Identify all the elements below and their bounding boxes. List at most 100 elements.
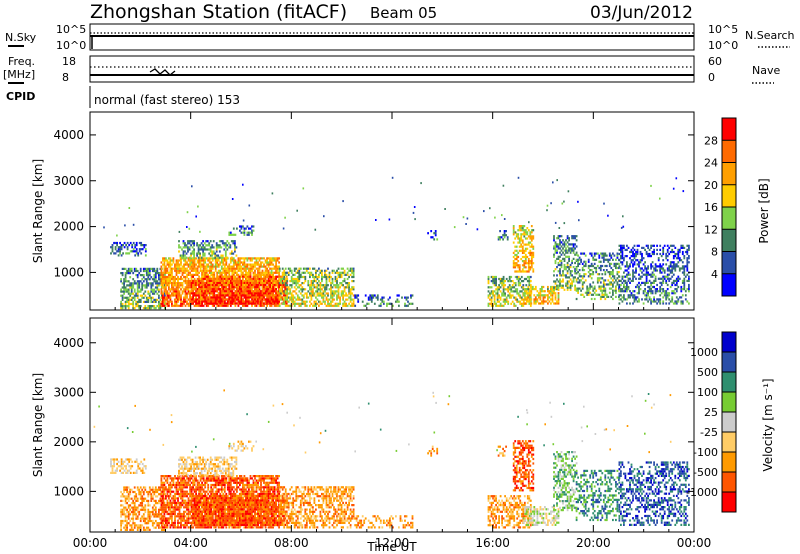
echo-cell bbox=[352, 302, 355, 305]
echo-cell bbox=[120, 272, 122, 275]
echo-cell bbox=[205, 267, 208, 270]
echo-cell bbox=[590, 293, 593, 296]
echo-cell bbox=[231, 279, 234, 282]
echo-cell bbox=[174, 280, 176, 283]
echo-cell bbox=[121, 267, 124, 270]
echo-cell bbox=[572, 243, 575, 246]
echo-cell bbox=[222, 290, 225, 293]
echo-cell bbox=[307, 290, 310, 293]
echo-cell bbox=[260, 261, 262, 264]
echo-cell bbox=[587, 260, 590, 263]
echo-cell bbox=[169, 280, 172, 283]
echo-cell bbox=[284, 296, 287, 299]
echo-cell bbox=[199, 279, 202, 282]
echo-cell bbox=[273, 283, 276, 287]
echo-cell bbox=[293, 277, 296, 281]
echo-cell bbox=[214, 298, 217, 301]
echo-cell bbox=[123, 305, 125, 308]
echo-cell bbox=[224, 242, 227, 245]
echo-cell bbox=[135, 300, 138, 303]
echo-cell bbox=[165, 259, 167, 262]
echo-cell bbox=[659, 267, 662, 270]
echo-cell bbox=[626, 273, 628, 276]
echo-cell bbox=[257, 271, 259, 274]
echo-cell bbox=[577, 254, 579, 257]
echo-cell bbox=[668, 269, 671, 272]
echo-cell bbox=[222, 271, 225, 274]
echo-cell bbox=[183, 265, 185, 268]
echo-cell bbox=[665, 296, 668, 299]
echo-cell bbox=[148, 272, 151, 275]
echo-cell bbox=[248, 283, 250, 287]
echo-cell bbox=[505, 298, 508, 301]
echo-cell bbox=[677, 250, 680, 254]
echo-cell bbox=[319, 269, 322, 272]
echo-cell bbox=[254, 300, 256, 303]
echo-cell bbox=[177, 292, 179, 295]
echo-cell bbox=[267, 288, 270, 291]
echo-cell bbox=[219, 281, 222, 284]
echo-cell bbox=[584, 273, 587, 276]
echo-cell bbox=[172, 275, 175, 279]
echo-cell bbox=[304, 277, 307, 281]
echo-cell bbox=[195, 279, 197, 282]
echo-cell bbox=[511, 286, 514, 289]
echo-cell bbox=[228, 292, 231, 295]
echo-cell bbox=[309, 300, 311, 303]
echo-cell bbox=[192, 298, 194, 301]
echo-cell bbox=[602, 254, 605, 257]
echo-cell bbox=[516, 288, 519, 291]
echo-cell bbox=[168, 265, 170, 268]
echo-cell bbox=[196, 273, 199, 276]
echo-cell bbox=[205, 304, 208, 307]
echo-cell bbox=[688, 248, 690, 251]
echo-cell bbox=[615, 295, 617, 298]
echo-cell bbox=[214, 285, 217, 289]
echo-cell bbox=[186, 261, 188, 264]
echo-cell bbox=[129, 272, 132, 275]
echo-cell bbox=[648, 248, 651, 251]
echo-cell bbox=[138, 290, 141, 293]
echo-cell bbox=[258, 294, 261, 297]
echo-cell bbox=[208, 285, 211, 289]
echo-cell bbox=[284, 271, 287, 274]
echo-cell bbox=[688, 279, 690, 282]
echo-cell bbox=[541, 300, 543, 303]
echo-cell bbox=[156, 284, 159, 287]
echo-cell bbox=[254, 298, 256, 301]
echo-cell bbox=[518, 268, 521, 271]
echo-cell bbox=[264, 269, 267, 272]
echo-cell bbox=[587, 271, 590, 274]
echo-cell bbox=[222, 263, 225, 266]
echo-cell bbox=[213, 275, 216, 278]
echo-cell bbox=[666, 273, 669, 276]
echo-cell bbox=[251, 269, 253, 272]
echo-cell bbox=[671, 248, 674, 251]
echo-cell bbox=[538, 296, 540, 299]
echo-cell bbox=[243, 259, 246, 262]
echo-cell bbox=[210, 265, 213, 268]
echo-cell bbox=[242, 282, 244, 285]
echo-cell bbox=[120, 248, 123, 251]
echo-cell bbox=[653, 281, 655, 284]
echo-cell bbox=[203, 242, 206, 245]
echo-cell bbox=[199, 304, 202, 307]
echo-cell bbox=[273, 294, 276, 297]
echo-cell bbox=[163, 257, 166, 260]
echo-cell bbox=[230, 240, 233, 243]
echo-cell bbox=[205, 244, 208, 247]
echo-cell bbox=[214, 300, 217, 303]
echo-cell bbox=[154, 298, 157, 301]
echo-cell bbox=[214, 279, 217, 282]
echo-cell bbox=[222, 259, 225, 262]
echo-cell bbox=[141, 288, 144, 291]
echo-cell bbox=[612, 269, 614, 272]
echo-cell bbox=[512, 241, 515, 244]
echo-cell bbox=[336, 282, 338, 285]
echo-cell bbox=[556, 274, 558, 277]
echo-cell bbox=[351, 267, 353, 270]
echo-cell bbox=[251, 294, 253, 297]
echo-cell bbox=[202, 250, 204, 253]
echo-cell bbox=[554, 251, 557, 254]
echo-cell bbox=[195, 296, 197, 299]
